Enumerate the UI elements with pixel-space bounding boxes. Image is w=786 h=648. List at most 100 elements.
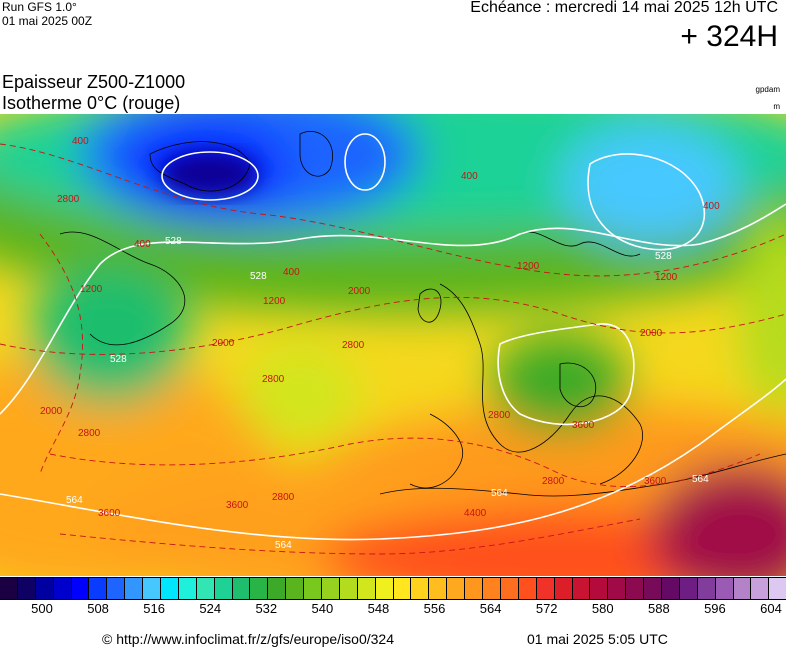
colorbar-swatch xyxy=(518,578,537,599)
unit-thickness: gpdam xyxy=(755,85,780,94)
colorbar-swatch xyxy=(644,578,662,599)
isotherm-label: 1200 xyxy=(517,261,540,272)
colorbar-tick-label: 500 xyxy=(31,601,53,616)
colorbar-swatch xyxy=(161,578,179,599)
colorbar-swatch xyxy=(125,578,144,599)
unit-isotherm: m xyxy=(773,102,780,111)
isotherm-label: 2800 xyxy=(57,194,80,205)
colorbar-swatch xyxy=(339,578,358,599)
isotherm-label: 2800 xyxy=(542,476,565,487)
colorbar-swatch xyxy=(733,578,752,599)
isotherm-label: 2000 xyxy=(640,328,663,339)
colorbar-swatch xyxy=(608,578,627,599)
colorbar-swatch xyxy=(572,578,591,599)
colorbar-tick-label: 596 xyxy=(704,601,726,616)
isotherm-label: 400 xyxy=(72,136,89,147)
colorbar-swatch xyxy=(0,578,18,599)
colorbar-ticks: 500 508 516 524 532 540 548 556 564 572 580 588 596 6… xyxy=(0,601,786,619)
colorbar-swatch xyxy=(250,578,269,599)
contour-labels: 528 528 528 528 564 564 564 564 400 400 … xyxy=(40,136,720,551)
colorbar-tick-label: 508 xyxy=(87,601,109,616)
colorbar-tick-label: 604 xyxy=(760,601,782,616)
isotherm-label: 3600 xyxy=(572,420,595,431)
isotherm-label: 1200 xyxy=(80,284,103,295)
colorbar-swatch xyxy=(357,578,376,599)
thickness-label: 528 xyxy=(655,251,672,262)
colorbar-tick-label: 588 xyxy=(647,601,670,616)
colorbar-swatch xyxy=(769,578,786,599)
colorbar-swatch xyxy=(554,578,573,599)
isotherm-label: 2800 xyxy=(272,492,295,503)
colorbar-swatch xyxy=(71,578,90,599)
colorbar-swatch xyxy=(107,578,126,599)
isotherm-label: 2800 xyxy=(78,428,101,439)
colorbar-tick-label: 524 xyxy=(199,601,222,616)
colorbar-tick-label: 556 xyxy=(423,601,446,616)
colorbar-tick-label: 572 xyxy=(535,601,558,616)
colorbar-tick-label: 564 xyxy=(479,601,502,616)
thickness-label: 528 xyxy=(165,236,182,247)
colorbar-swatch xyxy=(17,578,36,599)
isotherm-label: 2000 xyxy=(348,286,371,297)
colorbar-swatch xyxy=(178,578,197,599)
colorbar-swatch xyxy=(393,578,412,599)
colorbar-tick-label: 532 xyxy=(255,601,278,616)
footer-generated-time: 01 mai 2025 5:05 UTC xyxy=(527,631,668,647)
colorbar-swatch xyxy=(536,578,555,599)
colorbar-swatch xyxy=(500,578,519,599)
colorbar-swatch xyxy=(304,578,323,599)
colorbar-tick-label: 540 xyxy=(311,601,334,616)
valid-time: Echéance : mercredi 14 mai 2025 12h UTC xyxy=(470,0,778,16)
thickness-label: 564 xyxy=(66,495,83,506)
isotherm-label: 400 xyxy=(134,239,151,250)
colorbar-swatch xyxy=(411,578,430,599)
forecast-map[interactable]: 528 528 528 528 564 564 564 564 400 400 … xyxy=(0,114,786,576)
isotherm-label: 1200 xyxy=(655,272,678,283)
isotherm-label: 2000 xyxy=(212,338,235,349)
colorbar-swatch xyxy=(429,578,448,599)
run-label: Run GFS 1.0° xyxy=(2,0,77,14)
isotherm-0c xyxy=(0,143,786,555)
colorbar-swatch xyxy=(626,578,645,599)
colorbar-swatch xyxy=(590,578,609,599)
colorbar-swatch xyxy=(483,578,501,599)
colorbar-swatch xyxy=(232,578,251,599)
colorbar-swatch xyxy=(214,578,233,599)
run-date: 01 mai 2025 00Z xyxy=(2,14,93,28)
isotherm-label: 400 xyxy=(461,171,478,182)
colorbar xyxy=(0,577,786,600)
thickness-label: 528 xyxy=(250,271,267,282)
colorbar-swatch xyxy=(375,578,394,599)
isotherm-label: 2800 xyxy=(262,374,285,385)
thickness-label: 564 xyxy=(491,488,508,499)
colorbar-swatch xyxy=(697,578,716,599)
isotherm-label: 3600 xyxy=(226,500,249,511)
colorbar-swatch xyxy=(322,578,340,599)
isotherm-label: 400 xyxy=(703,201,720,212)
isotherm-label: 4400 xyxy=(464,508,487,519)
colorbar-swatch xyxy=(268,578,287,599)
isotherm-label: 400 xyxy=(283,267,300,278)
colorbar-swatch xyxy=(447,578,466,599)
colorbar-swatch xyxy=(286,578,305,599)
footer-url[interactable]: © http://www.infoclimat.fr/z/gfs/europe/… xyxy=(102,631,395,647)
map-title-isotherm: Isotherme 0°C (rouge) xyxy=(2,93,181,113)
colorbar-swatch xyxy=(715,578,734,599)
colorbar-swatch xyxy=(35,578,54,599)
colorbar-swatch xyxy=(751,578,770,599)
colorbar-swatch xyxy=(143,578,162,599)
colorbar-swatch xyxy=(661,578,680,599)
map-title-thickness: Epaisseur Z500-Z1000 xyxy=(2,72,186,92)
colorbar-tick-label: 516 xyxy=(143,601,165,616)
colorbar-swatch xyxy=(679,578,698,599)
thickness-label: 528 xyxy=(110,354,127,365)
isotherm-label: 3600 xyxy=(644,476,667,487)
thickness-label: 564 xyxy=(692,474,709,485)
colorbar-tick-label: 548 xyxy=(367,601,390,616)
colorbar-swatch xyxy=(53,578,72,599)
isotherm-label: 1200 xyxy=(263,296,286,307)
colorbar-swatch xyxy=(89,578,108,599)
thickness-label: 564 xyxy=(275,540,292,551)
colorbar-swatch xyxy=(196,578,215,599)
thickness-field xyxy=(0,114,786,576)
